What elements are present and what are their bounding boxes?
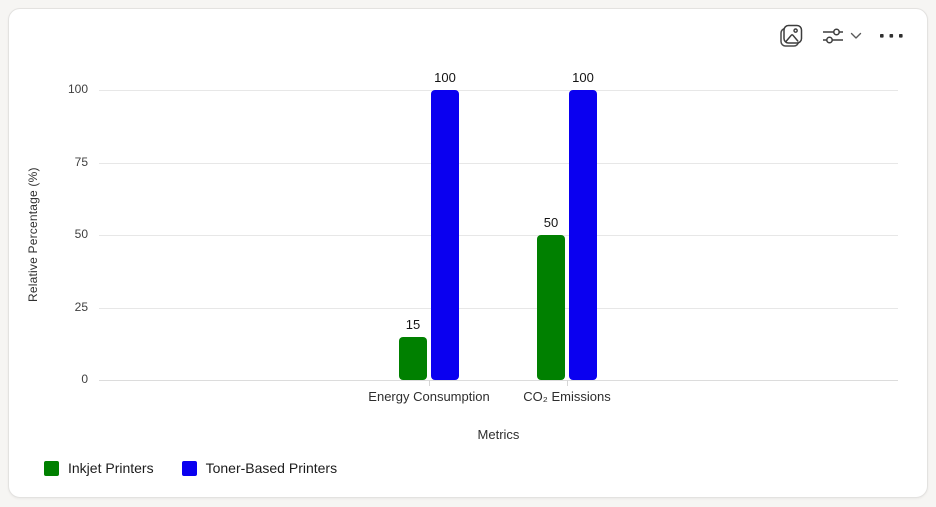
x-category-label: CO₂ Emissions: [523, 389, 611, 404]
chart-toolbar: [776, 20, 906, 51]
y-tick-label: 0: [81, 372, 88, 386]
filter-sliders-icon: [822, 26, 844, 46]
bar[interactable]: [537, 235, 565, 380]
gridline: [99, 380, 898, 381]
bar[interactable]: [399, 336, 427, 380]
chart-card: [8, 8, 928, 498]
x-axis-tick: [429, 380, 430, 386]
bar-value-label: 50: [543, 215, 559, 230]
chevron-down-icon: [850, 32, 862, 40]
gridline: [99, 90, 898, 91]
filter-dropdown-button[interactable]: [820, 24, 864, 48]
bar[interactable]: [569, 90, 597, 380]
gridline: [99, 235, 898, 236]
y-tick-label: 75: [74, 154, 88, 169]
legend-swatch: [181, 460, 197, 476]
y-tick-label: 25: [74, 299, 88, 314]
y-tick-label: 100: [67, 82, 88, 96]
image-export-button[interactable]: [776, 20, 807, 51]
bar-value-label: 100: [434, 70, 456, 85]
legend-label: Inkjet Printers: [68, 460, 154, 476]
gridline: [99, 162, 898, 164]
bar[interactable]: [431, 90, 459, 380]
more-options-icon: [879, 33, 904, 39]
legend-item-toner[interactable]: Toner-Based Printers: [181, 459, 338, 477]
image-icon: [778, 22, 805, 49]
x-axis-title: Metrics: [477, 427, 520, 442]
bar-value-label: 15: [405, 316, 421, 332]
legend-item-inkjet[interactable]: Inkjet Printers: [44, 459, 154, 477]
chart-legend: Inkjet Printers Toner-Based Printers: [44, 459, 337, 477]
legend-label: Toner-Based Printers: [205, 460, 338, 476]
legend-swatch: [44, 460, 59, 476]
x-category-label: Energy Consumption: [368, 389, 490, 404]
x-axis-tick: [567, 380, 568, 386]
y-tick-label: 50: [74, 227, 88, 241]
gridline: [99, 307, 898, 309]
bar-value-label: 100: [572, 70, 594, 85]
more-options-button[interactable]: [877, 31, 906, 41]
